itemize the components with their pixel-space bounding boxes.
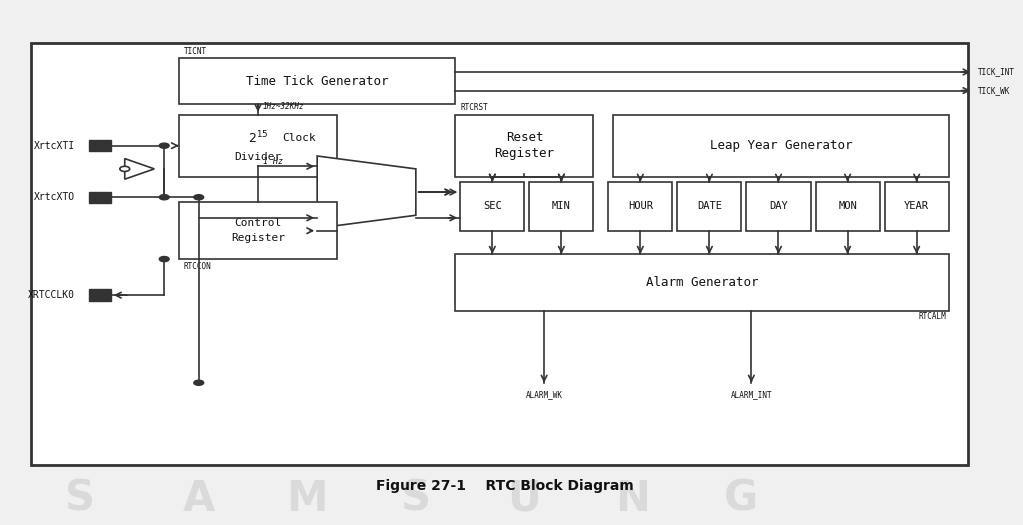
Text: YEAR: YEAR [904,201,929,211]
Bar [613,115,948,176]
Text: G: G [724,478,759,520]
Circle shape [160,143,169,148]
Bar [179,202,337,259]
Text: U: U [507,478,541,520]
Polygon shape [317,156,415,228]
Circle shape [193,380,204,385]
Bar [89,140,110,151]
Text: S: S [65,478,95,520]
Text: Control: Control [234,218,281,228]
Text: DATE: DATE [697,201,722,211]
Text: $2^{15}$: $2^{15}$ [249,130,269,146]
Bar [455,115,593,176]
Bar [455,254,948,311]
Text: TICK_INT: TICK_INT [978,68,1015,77]
Bar [885,182,948,230]
Text: Reset: Reset [505,131,543,144]
Text: 1Hz~32KHz: 1Hz~32KHz [263,102,305,111]
Text: S: S [401,478,431,520]
Circle shape [160,195,169,200]
Text: XrtcXTI: XrtcXTI [35,141,76,151]
Text: SEC: SEC [483,201,501,211]
Bar [179,115,337,176]
Bar [31,43,969,465]
Bar [460,182,525,230]
Circle shape [120,166,130,172]
Bar [179,58,455,104]
Circle shape [160,257,169,261]
Text: XRTCCLK0: XRTCCLK0 [29,290,76,300]
Bar [455,176,948,233]
Text: HOUR: HOUR [628,201,653,211]
Bar [89,289,110,301]
Text: TICNT: TICNT [184,47,207,56]
Text: XrtcXTO: XrtcXTO [35,192,76,202]
Text: ALARM_INT: ALARM_INT [730,391,772,400]
Text: RTCALM: RTCALM [918,312,945,321]
Text: Leap Year Generator: Leap Year Generator [710,139,852,152]
Text: MIN: MIN [552,201,571,211]
Bar [747,182,810,230]
Text: RTCRST: RTCRST [460,103,488,112]
Text: 1 Hz: 1 Hz [263,158,283,166]
Bar [89,192,110,203]
Text: MON: MON [838,201,857,211]
Text: Clock: Clock [282,133,316,143]
Text: Time Tick Generator: Time Tick Generator [246,75,389,88]
Text: RTCCON: RTCCON [184,261,212,271]
Bar [677,182,742,230]
Text: ALARM_WK: ALARM_WK [526,391,563,400]
Text: N: N [616,478,651,520]
Bar [529,182,593,230]
Text: M: M [286,478,328,520]
Text: Figure 27-1    RTC Block Diagram: Figure 27-1 RTC Block Diagram [375,479,633,493]
Text: Divider: Divider [234,152,281,162]
Text: A: A [183,478,215,520]
Text: Alarm Generator: Alarm Generator [646,276,758,289]
Text: DAY: DAY [769,201,788,211]
Text: Register: Register [494,147,554,160]
Bar [815,182,880,230]
Circle shape [193,195,204,200]
Text: Register: Register [231,234,285,244]
Text: TICK_WK: TICK_WK [978,86,1011,95]
Bar [609,182,672,230]
Polygon shape [125,159,154,179]
